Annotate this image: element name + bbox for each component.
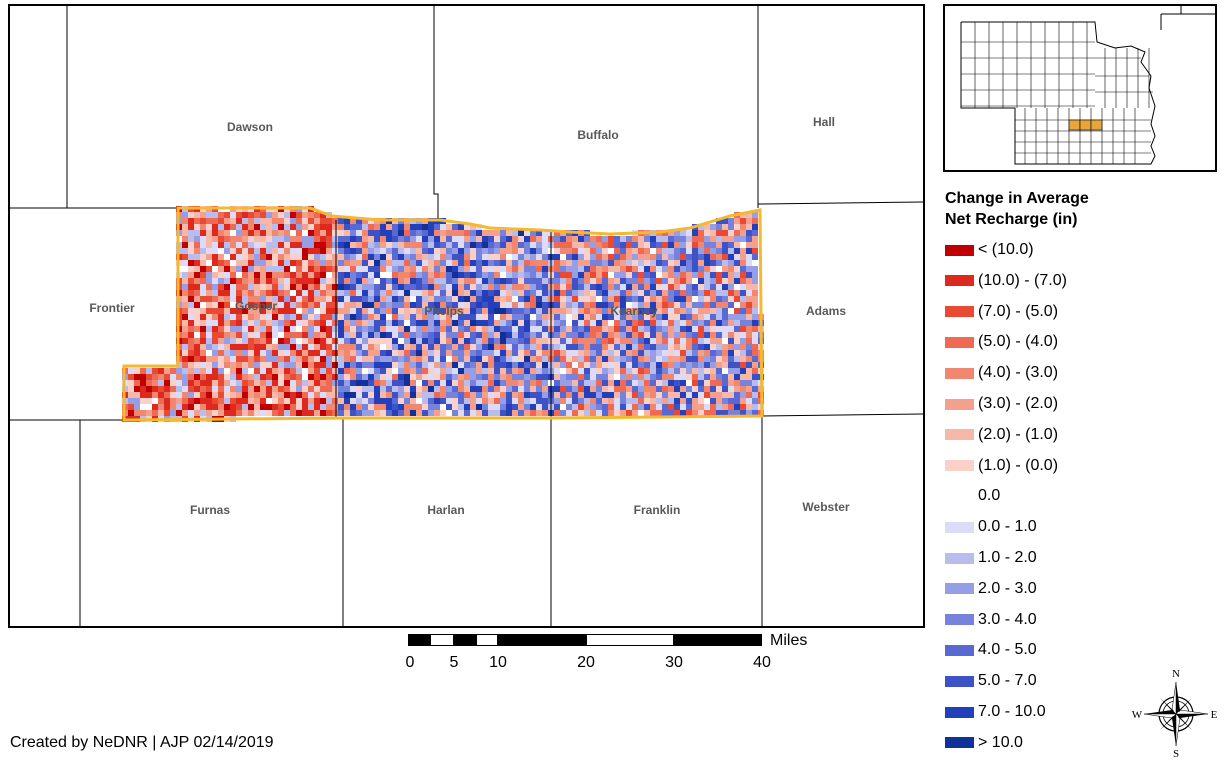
legend-item: 7.0 - 10.0 <box>945 701 1046 723</box>
legend-item: 4.0 - 5.0 <box>945 639 1037 661</box>
scale-tick-label: 30 <box>665 654 683 671</box>
inset-county-grid <box>961 22 1153 164</box>
legend-item: 0.0 <box>945 485 1000 507</box>
compass-east-label: E <box>1211 709 1218 721</box>
scale-segment <box>430 634 454 646</box>
scale-segment <box>586 634 674 646</box>
legend-label: 5.0 - 7.0 <box>978 672 1037 690</box>
legend-swatch <box>945 521 974 533</box>
county-label-phelps: Phelps <box>424 304 464 318</box>
scale-segment <box>674 634 762 646</box>
legend-swatch <box>945 336 974 348</box>
scale-tick-label: 10 <box>489 654 507 671</box>
legend-swatch <box>945 398 974 410</box>
map-canvas: Dawson Buffalo Hall Frontier Gosper Phel… <box>10 6 923 626</box>
scale-segment <box>476 634 498 646</box>
county-label-kearney: Kearney <box>610 304 658 318</box>
legend-item: (1.0) - (0.0) <box>945 455 1058 477</box>
legend-item: 1.0 - 2.0 <box>945 547 1037 569</box>
county-label-webster: Webster <box>802 500 849 514</box>
legend-item: 0.0 - 1.0 <box>945 516 1037 538</box>
legend-label: (5.0) - (4.0) <box>978 333 1059 351</box>
legend-title-line-2: Net Recharge (in) <box>945 211 1078 228</box>
county-label-dawson: Dawson <box>227 120 273 134</box>
legend-label: 0.0 - 1.0 <box>978 518 1037 536</box>
scale-tick-label: 40 <box>753 654 771 671</box>
legend-label: (2.0) - (1.0) <box>978 425 1059 443</box>
legend-label: 4.0 - 5.0 <box>978 641 1037 659</box>
legend-item: (3.0) - (2.0) <box>945 393 1058 415</box>
nebraska-locator-map <box>960 6 1215 165</box>
legend-title-line-1: Change in Average <box>945 190 1089 207</box>
county-label-adams: Adams <box>806 304 846 318</box>
legend-swatch <box>945 675 974 687</box>
legend-label: 2.0 - 3.0 <box>978 579 1037 597</box>
legend-item: (4.0) - (3.0) <box>945 362 1058 384</box>
scale-tick-label: 20 <box>577 654 595 671</box>
legend-swatch <box>945 644 974 656</box>
legend-label: < (10.0) <box>978 241 1034 258</box>
legend-swatch <box>945 614 974 626</box>
legend-swatch <box>945 275 974 287</box>
compass-north-label: N <box>1172 668 1180 680</box>
county-label-franklin: Franklin <box>634 503 681 517</box>
legend-label: 7.0 - 10.0 <box>978 703 1046 720</box>
county-boundaries <box>10 6 923 626</box>
legend-swatch <box>945 306 974 318</box>
legend-swatch <box>945 737 974 749</box>
legend-label: (3.0) - (2.0) <box>978 395 1059 412</box>
legend-label: (10.0) - (7.0) <box>978 271 1067 289</box>
legend-item: (10.0) - (7.0) <box>945 270 1067 292</box>
legend-label: (1.0) - (0.0) <box>978 456 1059 474</box>
legend-label: (4.0) - (3.0) <box>978 364 1059 382</box>
legend-label: 3.0 - 4.0 <box>978 610 1037 628</box>
legend-swatch <box>945 460 974 472</box>
legend-swatch <box>945 367 974 379</box>
county-label-buffalo: Buffalo <box>577 128 618 142</box>
legend-item: 5.0 - 7.0 <box>945 670 1037 692</box>
study-area-outline <box>122 206 764 422</box>
legend-item: (2.0) - (1.0) <box>945 424 1058 446</box>
legend-item: 3.0 - 4.0 <box>945 609 1037 631</box>
compass-west-label: W <box>1132 709 1143 721</box>
legend-label: > 10.0 <box>978 733 1023 751</box>
credit-text: Created by NeDNR | AJP 02/14/2019 <box>10 734 274 751</box>
legend-item: > 10.0 <box>945 732 1023 754</box>
legend-label: 0.0 <box>978 487 1001 505</box>
legend-item: (7.0) - (5.0) <box>945 301 1058 323</box>
legend-label: 1.0 - 2.0 <box>978 549 1037 566</box>
county-labels: Dawson Buffalo Hall Frontier Gosper Phel… <box>89 115 850 517</box>
scale-bar: Miles 0 5 10 20 30 40 <box>404 632 824 682</box>
scale-unit-label: Miles <box>770 632 808 649</box>
legend-label: (7.0) - (5.0) <box>978 302 1059 320</box>
compass-south-label: S <box>1173 748 1179 758</box>
legend-title: Change in Average Net Recharge (in) <box>945 188 1215 230</box>
county-label-furnas: Furnas <box>190 503 230 517</box>
county-label-hall: Hall <box>813 115 835 129</box>
scale-tick-label: 0 <box>405 654 415 671</box>
legend-swatch <box>945 552 974 564</box>
county-label-gosper: Gosper <box>235 299 277 313</box>
legend-item: (5.0) - (4.0) <box>945 331 1058 353</box>
scale-tick-label: 5 <box>449 654 459 671</box>
scale-segment <box>498 634 586 646</box>
legend-swatch <box>945 490 974 502</box>
nebraska-locator-inset <box>943 4 1217 172</box>
inset-study-highlight <box>1068 119 1103 131</box>
compass-rose-icon: N S E W <box>1132 668 1218 758</box>
scale-segment <box>408 634 430 646</box>
legend-item: 2.0 - 3.0 <box>945 578 1037 600</box>
legend-swatch <box>945 583 974 595</box>
county-label-harlan: Harlan <box>427 503 464 517</box>
legend-swatch <box>945 244 974 256</box>
main-map: Dawson Buffalo Hall Frontier Gosper Phel… <box>8 4 925 628</box>
legend-swatch <box>945 706 974 718</box>
legend-item: < (10.0) <box>945 239 1034 261</box>
county-label-frontier: Frontier <box>89 301 135 315</box>
legend-swatch <box>945 429 974 441</box>
scale-segment <box>454 634 476 646</box>
